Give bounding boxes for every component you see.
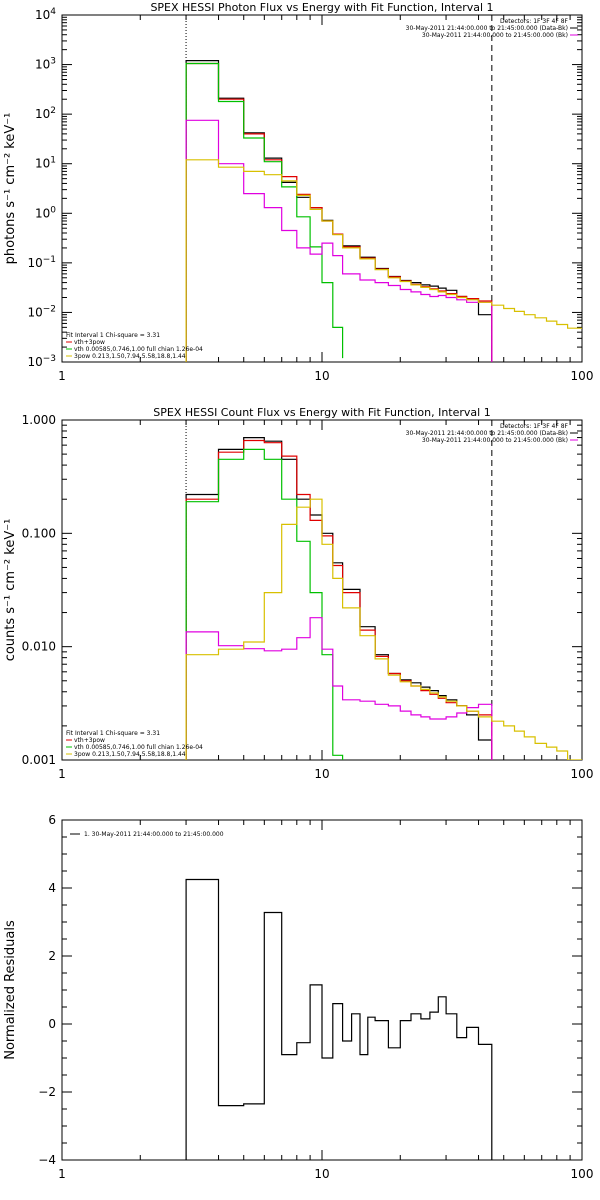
x-tick-label: 10 <box>314 767 329 781</box>
y-tick-label: 103 <box>35 57 56 72</box>
series-1-line <box>185 437 493 760</box>
chart-panel-2: SPEX HESSI Count Flux vs Energy with Fit… <box>3 406 593 781</box>
y-axis-label: counts s⁻¹ cm⁻² keV⁻¹ <box>3 519 18 662</box>
legend-bottom-entry: Fit Interval 1 Chi-square = 3.31 <box>66 730 160 737</box>
legend-top-entry: Detectors: 1F 3F 4F 8F <box>500 423 569 430</box>
series-3-line <box>185 62 344 362</box>
y-tick-exponent: 0 <box>50 205 56 215</box>
legend-bottom-entry: vth+3pow <box>74 339 105 346</box>
y-tick-label: 102 <box>35 106 56 121</box>
plot-frame <box>61 14 583 363</box>
y-tick-label: 0.010 <box>22 640 56 654</box>
x-tick-label: 100 <box>571 1167 594 1181</box>
series-1-line <box>185 878 493 1160</box>
y-tick-label: 0.100 <box>22 526 56 540</box>
legend-bottom-entry: Fit Interval 1 Chi-square = 3.31 <box>66 332 160 339</box>
legend-inner-entry: 1. 30-May-2011 21:44:00.000 to 21:45:00.… <box>84 831 224 838</box>
legend-top-entry: 30-May-2011 21:44:00.000 to 21:45:00.000… <box>422 437 568 444</box>
series-4-line <box>185 119 493 362</box>
series-1-line <box>185 60 493 362</box>
legend-bottom-entry: vth+3pow <box>74 737 105 744</box>
y-tick-exponent: 1 <box>50 156 56 166</box>
x-tick-label: 1 <box>58 767 66 781</box>
y-tick-label: 0.001 <box>22 753 56 767</box>
x-tick-label: 1 <box>58 369 66 383</box>
x-tick-label: 100 <box>571 767 594 781</box>
y-tick-label: 10−1 <box>27 255 56 270</box>
legend-bottom-entry: 3pow 0.213,1.50,7.94,5.58,18.8,1.44 <box>74 751 186 758</box>
y-tick-label: 1.000 <box>22 413 56 427</box>
y-tick-label: 104 <box>35 7 56 22</box>
series-5-line <box>185 498 582 760</box>
legend-bottom-entry: vth 0.00585,0.746,1.00 full chian 1.26e-… <box>74 744 203 751</box>
legend-bottom-entry: vth 0.00585,0.746,1.00 full chian 1.26e-… <box>74 346 203 353</box>
x-tick-label: 10 <box>314 1167 329 1181</box>
y-tick-exponent: 2 <box>50 106 56 116</box>
y-tick-exponent: −2 <box>43 304 56 314</box>
plot-frame <box>61 419 583 761</box>
y-tick-exponent: −1 <box>43 255 56 265</box>
series-4-line <box>185 617 493 760</box>
x-tick-label: 10 <box>314 369 329 383</box>
y-axis-label: photons s⁻¹ cm⁻² keV⁻¹ <box>3 113 18 265</box>
y-axis-label: Normalized Residuals <box>3 920 18 1060</box>
x-tick-label: 100 <box>571 369 594 383</box>
y-tick-label: 6 <box>48 813 56 827</box>
y-tick-label: 100 <box>35 205 56 220</box>
chart-panel-1: SPEX HESSI Photon Flux vs Energy with Fi… <box>3 1 593 383</box>
series-3-line <box>185 448 344 760</box>
legend-top-entry: 30-May-2011 21:44:00.000 to 21:45:00.000… <box>406 25 568 32</box>
y-tick-label: −2 <box>38 1085 56 1099</box>
y-tick-label: 10−3 <box>27 354 56 369</box>
y-tick-exponent: 3 <box>50 57 56 67</box>
series-5-line <box>185 159 582 362</box>
legend-top-entry: 30-May-2011 21:44:00.000 to 21:45:00.000… <box>422 32 568 39</box>
y-tick-label: 2 <box>48 949 56 963</box>
series-2-line <box>185 439 493 760</box>
y-tick-exponent: 4 <box>50 7 56 17</box>
chart-panel-3: 1 10 100 −4 −2 0 2 4 6 Normalized Residuals 1. 30-… <box>3 813 593 1181</box>
x-tick-label: 1 <box>58 1167 66 1181</box>
legend-top-entry: Detectors: 1F 3F 4F 8F <box>500 18 569 25</box>
series-2-line <box>185 62 493 362</box>
legend-bottom-entry: 3pow 0.213,1.50,7.94,5.58,18.8,1.44 <box>74 353 186 360</box>
y-tick-label: 101 <box>35 156 56 171</box>
y-tick-label: 10−2 <box>27 304 56 319</box>
y-tick-label: −4 <box>38 1153 56 1167</box>
y-tick-label: 4 <box>48 881 56 895</box>
y-tick-exponent: −3 <box>43 354 56 364</box>
chart-title: SPEX HESSI Count Flux vs Energy with Fit… <box>153 406 490 419</box>
chart-title: SPEX HESSI Photon Flux vs Energy with Fi… <box>150 1 493 14</box>
legend-top-entry: 30-May-2011 21:44:00.000 to 21:45:00.000… <box>406 430 568 437</box>
y-tick-label: 0 <box>48 1017 56 1031</box>
